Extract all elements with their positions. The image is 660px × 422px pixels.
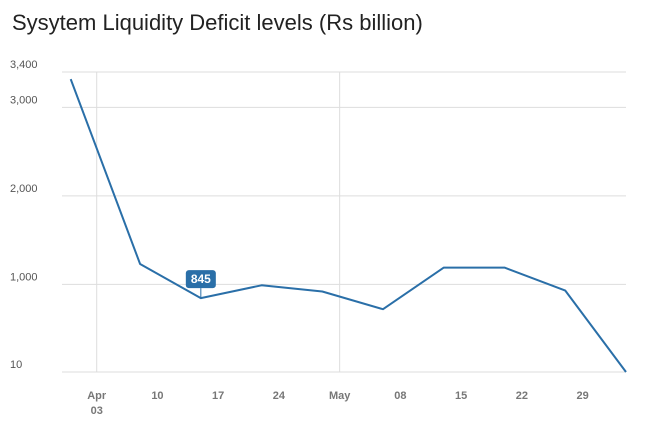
x-tick-label: 17 xyxy=(212,390,224,402)
data-point[interactable] xyxy=(441,265,447,271)
data-point[interactable] xyxy=(562,288,568,294)
tooltip-box xyxy=(185,270,216,289)
y-tick-label: 3,400 xyxy=(10,59,38,71)
data-point[interactable] xyxy=(259,282,265,288)
x-tick-label: May xyxy=(329,390,351,402)
data-point[interactable] xyxy=(623,369,629,375)
x-tick-label: 08 xyxy=(394,390,406,402)
x-tick-label: 24 xyxy=(273,390,286,402)
chart-title: Sysytem Liquidity Deficit levels (Rs bil… xyxy=(12,10,423,35)
x-tick-label: Apr xyxy=(87,390,107,402)
x-tick-sublabel: 03 xyxy=(91,405,103,417)
y-tick-label: 3,000 xyxy=(10,94,38,106)
data-point[interactable] xyxy=(380,306,386,312)
x-tick-label: 22 xyxy=(516,390,528,402)
data-point[interactable] xyxy=(319,288,325,294)
data-point[interactable] xyxy=(68,76,74,82)
data-point[interactable] xyxy=(502,265,508,271)
y-tick-label: 10 xyxy=(10,359,22,371)
series-layer xyxy=(68,76,629,375)
x-tick-label: 15 xyxy=(455,390,467,402)
series-line xyxy=(69,78,627,373)
y-tick-label: 1,000 xyxy=(10,271,38,283)
data-point[interactable] xyxy=(137,261,143,267)
grid-layer xyxy=(62,71,626,373)
y-tick-label: 2,000 xyxy=(10,183,38,195)
tooltip-value: 845 xyxy=(191,272,211,286)
x-tick-label: 29 xyxy=(576,390,588,402)
tooltip-layer: 845 xyxy=(185,270,216,299)
axis-layer: 10 1,000 2,000 3,000 3,400 Apr 03 10 17 24 May 08 15… xyxy=(10,59,589,417)
x-tick-label: 10 xyxy=(151,390,163,402)
